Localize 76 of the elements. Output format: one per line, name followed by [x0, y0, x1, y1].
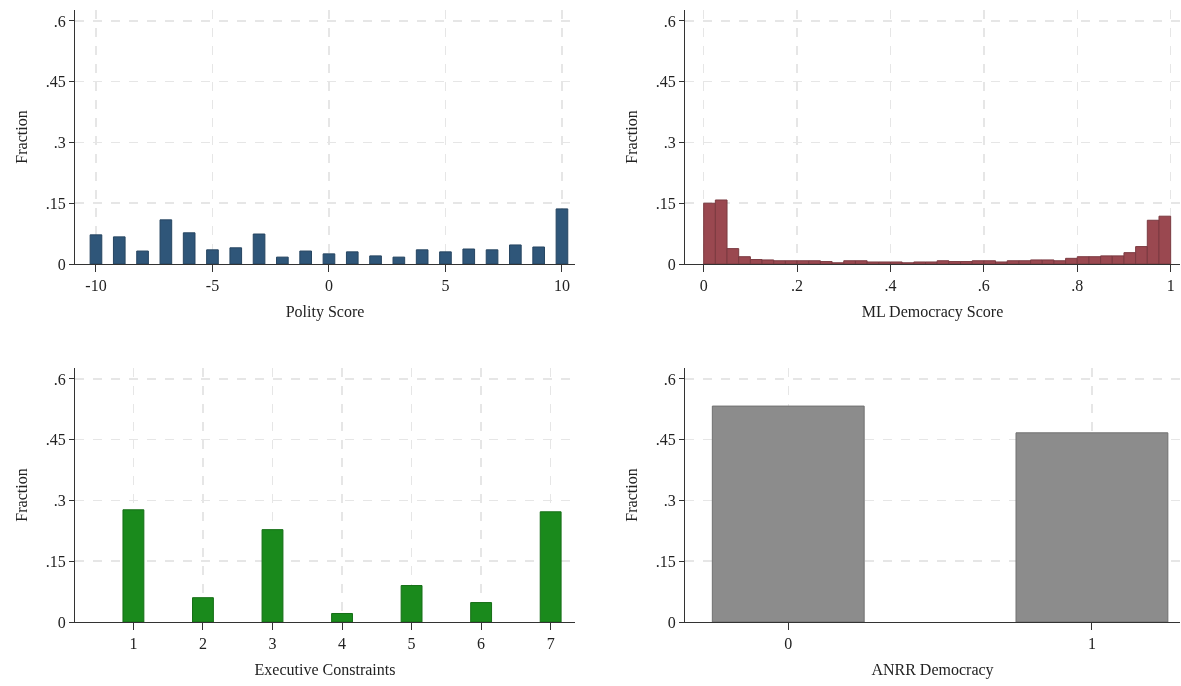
- x-tick-label: 1: [1166, 277, 1175, 295]
- y-tick-label: .15: [45, 552, 66, 570]
- x-axis-title: Polity Score: [285, 302, 365, 321]
- bar: [331, 612, 353, 622]
- y-tick-label: 0: [57, 613, 66, 631]
- x-tick-label: .2: [791, 277, 804, 295]
- y-tick-label: 0: [57, 255, 66, 273]
- y-axis-title: Fraction: [12, 110, 30, 164]
- x-tick-label: .8: [1071, 277, 1084, 295]
- y-axis-title: Fraction: [622, 468, 640, 522]
- x-tick-label: 2: [198, 635, 207, 653]
- bar: [136, 250, 149, 264]
- x-tick-label: 5: [407, 635, 416, 653]
- x-tick-label: 5: [441, 277, 450, 295]
- y-tick-label: .45: [45, 431, 66, 449]
- x-tick-label: -10: [85, 277, 107, 295]
- x-axis-title: Executive Constraints: [254, 660, 396, 678]
- y-tick-label: .3: [663, 134, 676, 152]
- y-tick-label: .3: [53, 492, 66, 510]
- y-tick-label: .15: [655, 194, 676, 212]
- x-tick-label: 0: [784, 635, 793, 653]
- x-tick-label: 10: [553, 277, 570, 295]
- bar: [345, 251, 359, 264]
- bar: [369, 255, 382, 264]
- y-tick-label: 0: [667, 255, 676, 273]
- y-tick-label: 0: [667, 613, 676, 631]
- bar: [532, 246, 545, 264]
- bar: [439, 251, 452, 264]
- x-tick-label: 6: [477, 635, 486, 653]
- bar: [415, 249, 429, 264]
- y-tick-label: .3: [53, 134, 66, 152]
- x-tick-label: 1: [1087, 635, 1096, 653]
- x-axis-title: ML Democracy Score: [861, 302, 1004, 321]
- bar: [276, 256, 289, 264]
- bar: [159, 219, 173, 264]
- x-tick-label: 7: [546, 635, 555, 653]
- x-tick-label: 1: [129, 635, 138, 653]
- y-tick-label: .6: [663, 370, 676, 388]
- y-tick-label: .45: [45, 73, 66, 91]
- x-axis-title: ANRR Democracy: [871, 660, 994, 679]
- x-tick-label: 3: [268, 635, 277, 653]
- bar: [229, 247, 243, 264]
- bar: [555, 208, 569, 264]
- x-tick-label: .6: [977, 277, 990, 295]
- bar: [122, 509, 145, 622]
- x-tick-label: 4: [338, 635, 347, 653]
- bar: [182, 232, 196, 264]
- x-tick-label: 0: [324, 277, 333, 295]
- y-tick-label: .6: [663, 12, 676, 30]
- bar: [192, 597, 214, 622]
- x-tick-label: -5: [205, 277, 220, 295]
- bar: [299, 250, 312, 264]
- bar: [509, 244, 522, 264]
- x-tick-label: 0: [699, 277, 708, 295]
- bar: [485, 249, 499, 264]
- y-axis-title: Fraction: [622, 110, 640, 164]
- bar: [400, 585, 423, 622]
- y-tick-label: .45: [655, 73, 676, 91]
- y-axis-title: Fraction: [12, 468, 30, 522]
- x-tick-label: .4: [884, 277, 897, 295]
- bar: [206, 249, 219, 264]
- bar: [112, 236, 126, 264]
- y-tick-label: .6: [53, 12, 66, 30]
- bar: [392, 256, 406, 264]
- y-tick-label: .6: [53, 370, 66, 388]
- bar: [252, 233, 266, 264]
- bar: [462, 248, 476, 264]
- bar: [89, 234, 103, 264]
- y-tick-label: .3: [663, 492, 676, 510]
- bar: [261, 529, 284, 622]
- bar: [539, 511, 562, 622]
- y-tick-label: .45: [655, 431, 676, 449]
- bar: [322, 253, 336, 264]
- y-tick-label: .15: [45, 194, 66, 212]
- bar: [470, 602, 493, 622]
- y-tick-label: .15: [655, 552, 676, 570]
